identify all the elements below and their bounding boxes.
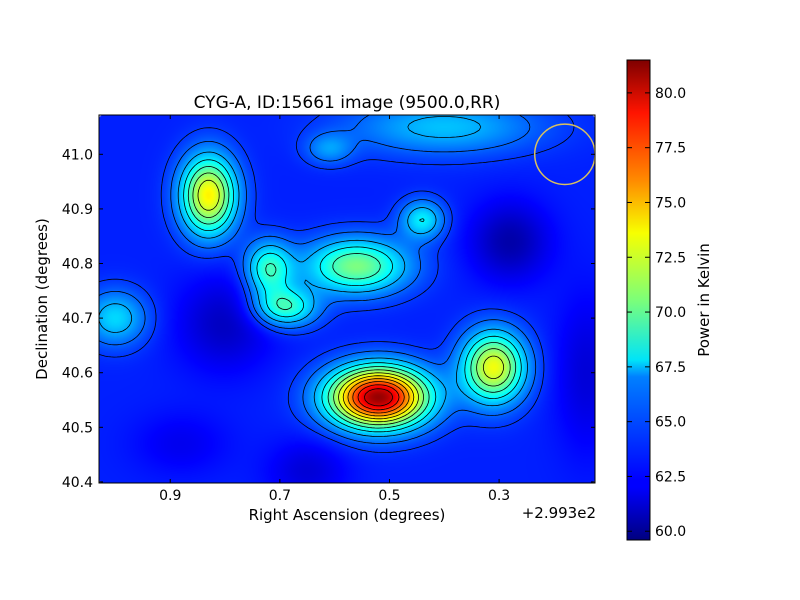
contour-level: [99, 115, 537, 444]
y-axis-ticks: 40.4 40.5 40.6 40.7 40.8 40.9 41.0: [62, 147, 595, 491]
x-tick-label: 0.9: [159, 488, 181, 504]
y-tick-label: 41.0: [62, 147, 93, 163]
colorbar-tick-label: 77.5: [655, 141, 686, 157]
y-axis-label: Declination (degrees): [33, 218, 51, 380]
colorbar-tick-label: 67.5: [655, 360, 686, 376]
x-offset-label: +2.993e2: [522, 504, 596, 522]
y-tick-label: 40.6: [62, 366, 93, 382]
y-tick-label: 40.9: [62, 202, 93, 218]
plot-area: [99, 115, 595, 483]
colorbar-tick-label: 65.0: [655, 415, 686, 431]
colorbar-label: Power in Kelvin: [695, 243, 713, 357]
contour-level: [357, 384, 400, 411]
colorbar-tick-label: 70.0: [655, 305, 686, 321]
contour-lines: [99, 115, 575, 453]
x-tick-label: 0.7: [269, 488, 291, 504]
contour-level: [183, 159, 522, 433]
x-tick-label: 0.5: [378, 488, 400, 504]
x-axis-label: Right Ascension (degrees): [249, 506, 446, 524]
chart-title: CYG-A, ID:15661 image (9500.0,RR): [194, 93, 501, 113]
contour-level: [347, 378, 410, 417]
colorbar-tick-label: 60.0: [655, 524, 686, 540]
x-tick-label: 0.3: [488, 488, 510, 504]
colorbar-ticks: 60.0 62.5 65.0 67.5 70.0 72.5 75.0 77.5 80.0: [627, 86, 686, 540]
contour-level: [192, 172, 511, 426]
x-axis-ticks: 0.9 0.7 0.5 0.3: [159, 115, 510, 504]
colorbar: 60.0 62.5 65.0 67.5 70.0 72.5 75.0 77.5 80.0 Pow…: [626, 59, 713, 541]
contour-level: [352, 381, 405, 414]
y-tick-label: 40.8: [62, 257, 93, 273]
contour-level: [197, 179, 505, 423]
colorbar-tick-label: 80.0: [655, 86, 686, 102]
colorbar-tick-label: 72.5: [655, 250, 686, 266]
colorbar-gradient: [626, 59, 651, 541]
contour-level: [187, 166, 517, 429]
colorbar-tick-label: 62.5: [655, 469, 686, 485]
contour-level: [342, 375, 415, 420]
colorbar-tick-label: 75.0: [655, 195, 686, 211]
contour-level: [364, 388, 394, 407]
y-tick-label: 40.5: [62, 420, 93, 436]
contour-level: [99, 116, 528, 437]
contour-level: [99, 115, 575, 453]
y-tick-label: 40.4: [62, 475, 93, 491]
heatmap-image: [99, 115, 595, 483]
y-tick-label: 40.7: [62, 311, 93, 327]
plot-frame: [98, 114, 596, 484]
